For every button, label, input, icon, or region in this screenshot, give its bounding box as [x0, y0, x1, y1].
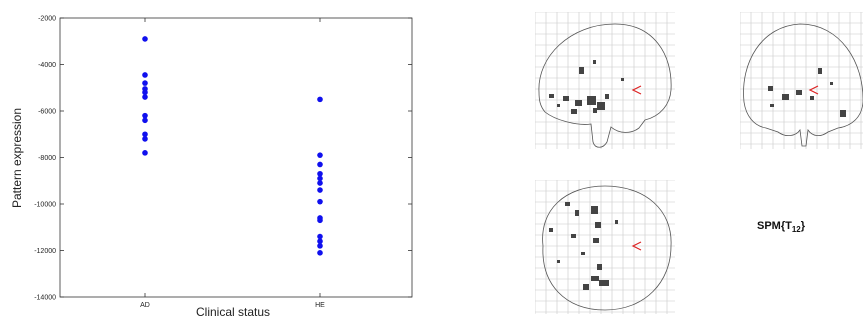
data-point-he [317, 96, 323, 103]
activation-blobs [549, 202, 618, 290]
data-point-he [317, 233, 323, 240]
spm-label-suffix: } [800, 220, 806, 232]
data-point-ad [142, 36, 148, 42]
activation-blobs [549, 60, 624, 114]
data-point-ad [142, 112, 148, 119]
data-point-ad [142, 150, 148, 156]
data-point-he [317, 187, 323, 193]
y-tick-label: -6000 [38, 109, 56, 116]
y-tick-label: -10000 [34, 202, 56, 209]
y-tick-label: -12000 [34, 248, 56, 255]
plot-frame [59, 17, 413, 298]
spm-statistic-label: SPM{T12} [757, 220, 805, 234]
max-location-marker [631, 241, 642, 251]
data-points [142, 36, 323, 256]
y-tick-label: -2000 [38, 16, 56, 23]
grid-lines [535, 12, 675, 149]
spm-label-prefix: SPM{T [757, 220, 792, 232]
glass-brain-sagittal [535, 12, 675, 149]
max-location-marker [631, 85, 642, 95]
sagittal-outline [538, 23, 672, 148]
y-tick-label: -8000 [38, 155, 56, 162]
data-point-he [317, 170, 323, 177]
y-axis-ticks: -2000 -4000 -6000 -8000 -10000 -12000 -14000 [34, 16, 412, 302]
x-tick-label: AD [140, 302, 150, 309]
data-point-ad [142, 131, 148, 138]
y-tick-label: -14000 [34, 295, 56, 302]
data-point-ad [142, 89, 148, 96]
coronal-outline [743, 23, 863, 147]
grid-lines [740, 12, 863, 149]
glass-brain-coronal [740, 12, 863, 149]
plot-axes [59, 17, 413, 298]
data-point-he [317, 152, 323, 158]
data-point-he [317, 250, 323, 256]
data-point-ad [142, 80, 148, 86]
x-axis-ticks: AD HE [140, 18, 325, 309]
data-point-ad [142, 136, 148, 142]
data-point-he [317, 238, 323, 244]
data-point-ad [142, 94, 148, 100]
scatter-plot: -2000 -4000 -6000 -8000 -10000 -12000 -14000 A… [10, 16, 413, 319]
data-point-ad [142, 117, 148, 124]
spm-label-subscript: 12 [791, 225, 801, 235]
activation-blobs [768, 68, 846, 117]
glass-brain-axial [535, 180, 675, 314]
data-point-he [317, 180, 323, 186]
data-point-he [317, 161, 323, 168]
max-location-marker [808, 85, 819, 95]
data-point-he [317, 198, 323, 205]
y-tick-label: -4000 [38, 62, 56, 69]
axial-outline [542, 185, 672, 311]
data-point-he [317, 217, 323, 224]
data-point-he [317, 243, 323, 249]
x-axis-title: Clinical status [196, 305, 270, 319]
x-tick-label: HE [315, 302, 325, 309]
y-axis-title: Pattern expression [10, 108, 24, 208]
data-point-ad [142, 72, 148, 78]
grid-lines [535, 180, 675, 314]
data-point-he [317, 175, 323, 182]
